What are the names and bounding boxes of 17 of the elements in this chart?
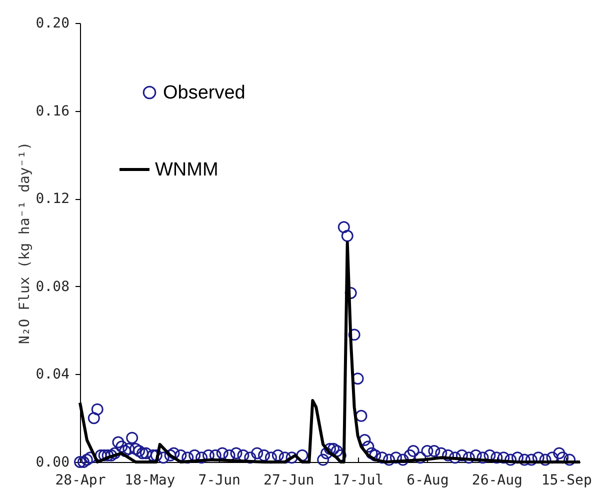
legend-label: Observed xyxy=(163,82,246,104)
x-tick-label: 15-Sep xyxy=(541,472,592,488)
x-tick-label: 18-May xyxy=(124,472,176,488)
y-tick-label: 0.20 xyxy=(36,16,70,32)
y-tick-label: 0.04 xyxy=(36,366,70,383)
y-axis-title: N₂O Flux (kg ha⁻¹ day⁻¹) xyxy=(16,142,33,344)
y-tick-label: 0.08 xyxy=(36,278,70,295)
x-tick-label: 17-Jul xyxy=(332,472,384,488)
x-tick-label: 28-Apr xyxy=(55,472,106,488)
legend-label: WNMM xyxy=(155,160,218,180)
y-tick-label: 0.00 xyxy=(36,454,70,470)
x-tick-label: 27-Jun xyxy=(264,472,314,488)
y-tick-label: 0.12 xyxy=(36,191,70,208)
y-tick-label: 0.16 xyxy=(36,103,70,120)
x-tick-label: 7-Jun xyxy=(198,472,240,488)
x-tick-label: 6-Aug xyxy=(406,472,449,488)
x-tick-label: 26-Aug xyxy=(472,472,522,488)
